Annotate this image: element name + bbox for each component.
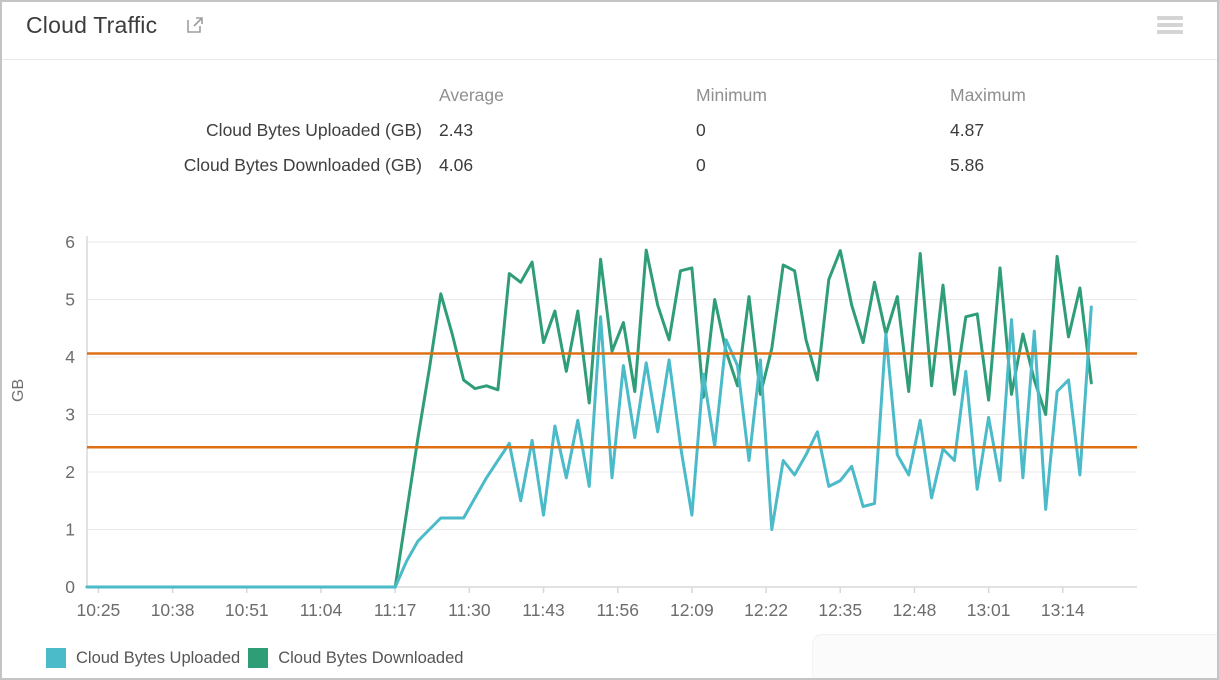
- chart-legend: Cloud Bytes Uploaded Cloud Bytes Downloa…: [46, 648, 471, 668]
- legend-item-uploaded[interactable]: Cloud Bytes Uploaded: [46, 648, 240, 668]
- legend-label-uploaded: Cloud Bytes Uploaded: [76, 648, 241, 667]
- y-axis-title: GB: [10, 378, 27, 402]
- svg-text:0: 0: [65, 577, 75, 597]
- menu-bar: [1157, 23, 1183, 27]
- stats-uploaded-average: 2.43: [439, 120, 474, 140]
- legend-label-downloaded: Cloud Bytes Downloaded: [278, 648, 464, 667]
- svg-text:11:43: 11:43: [522, 600, 565, 620]
- svg-text:11:17: 11:17: [374, 600, 417, 620]
- menu-bar: [1157, 16, 1183, 20]
- svg-text:13:01: 13:01: [967, 600, 1011, 620]
- stats-downloaded-maximum: 5.86: [950, 155, 985, 175]
- stats-col-average: Average: [439, 85, 504, 105]
- widget-header: Cloud Traffic: [2, 2, 1217, 59]
- svg-text:10:38: 10:38: [151, 600, 195, 620]
- stats-uploaded-minimum: 0: [696, 120, 706, 140]
- svg-text:12:09: 12:09: [670, 600, 714, 620]
- svg-text:12:22: 12:22: [744, 600, 788, 620]
- chart-area[interactable]: 0 1 2 3 4 5 6 10:25 10:38 10:51 11:04 11:17 11:30 11:…: [32, 232, 1162, 624]
- svg-text:11:56: 11:56: [596, 600, 639, 620]
- line-chart-canvas[interactable]: 0 1 2 3 4 5 6 10:25 10:38 10:51 11:04 11:17 11:30 11:…: [32, 232, 1162, 624]
- svg-text:10:51: 10:51: [225, 600, 269, 620]
- menu-icon[interactable]: [1157, 16, 1183, 34]
- menu-bar: [1157, 30, 1183, 34]
- header-divider: [2, 59, 1217, 60]
- stats-downloaded-average: 4.06: [439, 155, 474, 175]
- svg-text:10:25: 10:25: [77, 600, 121, 620]
- widget-title: Cloud Traffic: [26, 12, 158, 38]
- downloaded-swatch-icon: [248, 648, 269, 668]
- stats-downloaded-minimum: 0: [696, 155, 706, 175]
- svg-text:2: 2: [65, 462, 75, 482]
- svg-text:1: 1: [65, 520, 75, 540]
- svg-text:5: 5: [65, 290, 75, 310]
- stats-col-maximum: Maximum: [950, 85, 1026, 105]
- stats-row-label-downloaded: Cloud Bytes Downloaded (GB): [183, 155, 422, 175]
- uploaded-swatch-icon: [46, 648, 66, 668]
- svg-text:11:30: 11:30: [448, 600, 491, 620]
- external-link-icon[interactable]: [187, 16, 204, 33]
- stats-uploaded-maximum: 4.87: [950, 120, 985, 140]
- svg-text:12:48: 12:48: [893, 600, 937, 620]
- svg-text:6: 6: [65, 234, 75, 252]
- stats-col-minimum: Minimum: [696, 85, 767, 105]
- svg-text:12:35: 12:35: [818, 600, 862, 620]
- svg-text:3: 3: [65, 405, 75, 425]
- stats-table: Average Minimum Maximum Cloud Bytes Uplo…: [2, 78, 1173, 183]
- svg-text:4: 4: [65, 347, 75, 367]
- stats-row-label-uploaded: Cloud Bytes Uploaded (GB): [206, 120, 422, 140]
- svg-text:13:14: 13:14: [1041, 600, 1085, 620]
- svg-text:11:04: 11:04: [300, 600, 343, 620]
- legend-item-downloaded[interactable]: Cloud Bytes Downloaded: [248, 648, 463, 668]
- bottom-right-panel: [812, 634, 1217, 678]
